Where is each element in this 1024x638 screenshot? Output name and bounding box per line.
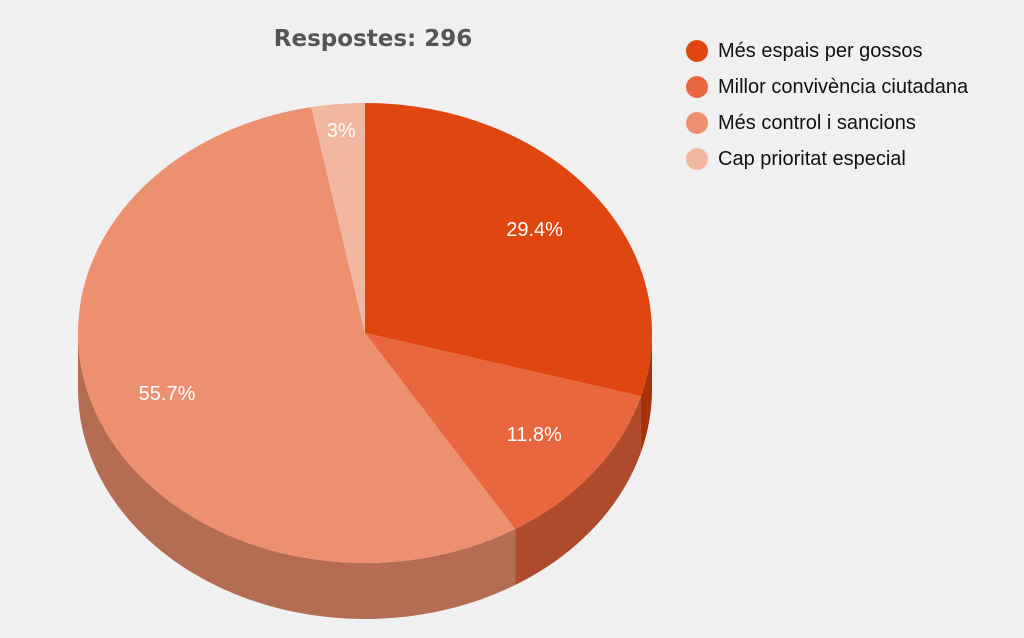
- pie-top: [78, 103, 652, 563]
- pie-slice-side: [78, 333, 516, 619]
- legend-label: Millor convivència ciutadana: [718, 75, 969, 98]
- legend-swatch-icon: [686, 148, 708, 170]
- slice-value-label: 11.8%: [507, 424, 562, 446]
- pie-chart: 29.4% 11.8% 55.7% 3%: [78, 103, 652, 619]
- legend-swatch-icon: [686, 112, 708, 134]
- legend-swatch-icon: [686, 40, 708, 62]
- legend-label: Cap prioritat especial: [718, 147, 906, 170]
- pie-slice[interactable]: [365, 333, 641, 530]
- pie-slice[interactable]: [311, 103, 365, 333]
- legend-label: Més espais per gossos: [718, 39, 923, 62]
- legend-item[interactable]: Més control i sancions: [686, 105, 968, 141]
- pie-slice[interactable]: [78, 107, 516, 563]
- chart-title: Respostes: 296: [273, 26, 473, 52]
- pie-slice-side: [515, 396, 641, 586]
- pie-side-walls: [78, 333, 652, 619]
- legend-item[interactable]: Cap prioritat especial: [686, 141, 968, 177]
- legend-item[interactable]: Millor convivència ciutadana: [686, 69, 968, 105]
- legend: Més espais per gossos Millor convivència…: [686, 33, 968, 177]
- slice-value-label: 29.4%: [506, 219, 563, 241]
- slice-labels: 29.4% 11.8% 55.7% 3%: [139, 120, 564, 446]
- pie-slice[interactable]: [365, 103, 652, 397]
- slice-value-label: 3%: [327, 120, 356, 142]
- pie-slice-side: [640, 333, 652, 453]
- slice-value-label: 55.7%: [139, 383, 196, 405]
- legend-swatch-icon: [686, 76, 708, 98]
- legend-item[interactable]: Més espais per gossos: [686, 33, 968, 69]
- legend-label: Més control i sancions: [718, 111, 916, 134]
